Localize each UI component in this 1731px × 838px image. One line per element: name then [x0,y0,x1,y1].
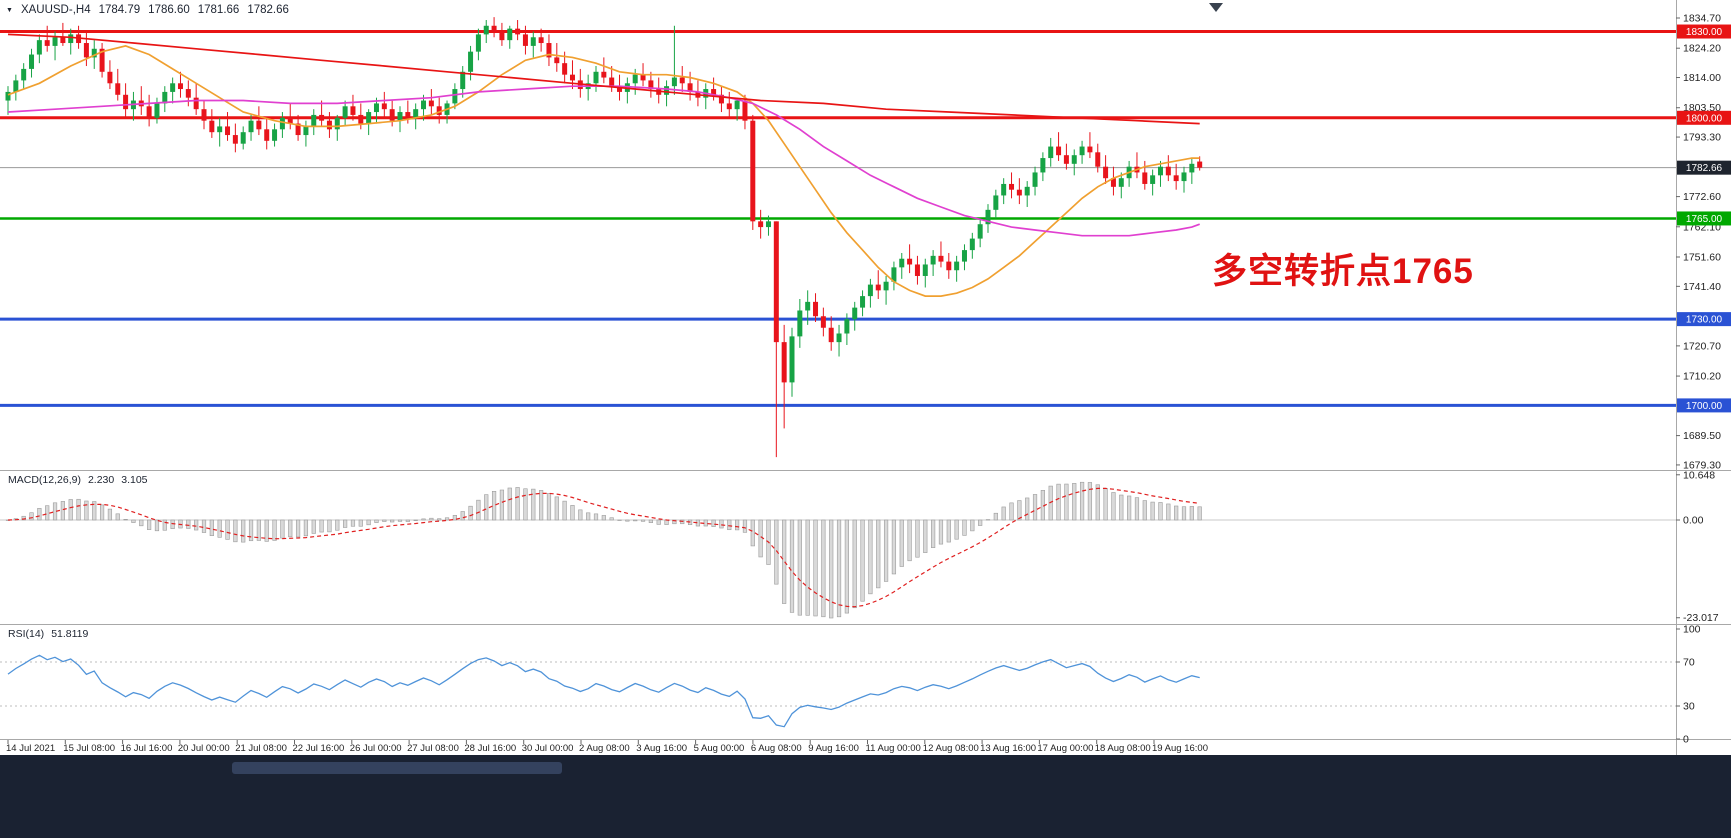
svg-text:20 Jul 00:00: 20 Jul 00:00 [178,743,230,754]
chart-title: ▼ XAUUSD-,H4 1784.79 1786.60 1781.66 178… [6,4,289,16]
rsi-panel [0,654,1676,728]
svg-text:1720.70: 1720.70 [1683,340,1721,352]
svg-text:1751.60: 1751.60 [1683,251,1721,263]
svg-text:16 Jul 16:00: 16 Jul 16:00 [121,743,173,754]
svg-text:1793.30: 1793.30 [1683,132,1721,144]
macd-name: MACD(12,26,9) [8,474,81,486]
svg-text:14 Jul 2021: 14 Jul 2021 [6,743,55,754]
price-axis[interactable]: 1834.701824.201814.001803.501793.301772.… [1676,13,1731,746]
svg-text:-23.017: -23.017 [1683,612,1719,624]
svg-text:21 Jul 08:00: 21 Jul 08:00 [235,743,287,754]
scrollbar-thumb[interactable] [232,762,562,774]
svg-text:17 Aug 00:00: 17 Aug 00:00 [1037,743,1093,754]
svg-text:10.648: 10.648 [1683,469,1715,481]
svg-text:18 Aug 08:00: 18 Aug 08:00 [1095,743,1151,754]
svg-text:1834.70: 1834.70 [1683,13,1721,25]
svg-text:12 Aug 08:00: 12 Aug 08:00 [923,743,979,754]
svg-text:1689.50: 1689.50 [1683,430,1721,442]
svg-text:0: 0 [1683,734,1689,746]
symbol-period-label: XAUUSD-,H4 [20,4,91,16]
time-axis[interactable]: 14 Jul 2021 15 Jul 08:00 16 Jul 16:00 20 Ju… [6,740,1208,754]
svg-text:30: 30 [1683,701,1695,713]
svg-text:1710.20: 1710.20 [1683,371,1721,383]
svg-text:1772.60: 1772.60 [1683,191,1721,203]
svg-text:1824.20: 1824.20 [1683,43,1721,55]
svg-text:1700.00: 1700.00 [1686,401,1723,412]
horizontal-level-lines[interactable] [0,30,1676,407]
svg-text:1730.00: 1730.00 [1686,315,1723,326]
svg-text:3 Aug 16:00: 3 Aug 16:00 [636,743,687,754]
svg-text:70: 70 [1683,657,1695,669]
symbol-icon: ▼ [6,6,13,14]
macd-panel [0,481,1676,619]
svg-text:1830.00: 1830.00 [1686,27,1723,38]
svg-text:5 Aug 00:00: 5 Aug 00:00 [694,743,745,754]
svg-text:15 Jul 08:00: 15 Jul 08:00 [63,743,115,754]
rsi-indicator-label: RSI(14) 51.8119 [8,628,88,640]
moving-average-lines [7,33,1200,297]
svg-text:6 Aug 08:00: 6 Aug 08:00 [751,743,802,754]
svg-text:100: 100 [1683,624,1701,636]
svg-text:1814.00: 1814.00 [1683,72,1721,84]
rsi-name: RSI(14) [8,628,45,640]
ohlc-high: 1786.60 [148,4,190,16]
svg-text:30 Jul 00:00: 30 Jul 00:00 [522,743,574,754]
svg-text:28 Jul 16:00: 28 Jul 16:00 [464,743,516,754]
svg-text:13 Aug 16:00: 13 Aug 16:00 [980,743,1036,754]
rsi-value: 51.8119 [51,628,89,640]
svg-text:1765.00: 1765.00 [1686,214,1723,225]
bottom-scrollbar[interactable] [0,755,1731,838]
svg-text:1679.30: 1679.30 [1683,459,1721,471]
svg-text:27 Jul 08:00: 27 Jul 08:00 [407,743,459,754]
svg-text:19 Aug 16:00: 19 Aug 16:00 [1152,743,1208,754]
svg-text:26 Jul 00:00: 26 Jul 00:00 [350,743,402,754]
macd-indicator-label: MACD(12,26,9) 2.230 3.105 [8,474,148,486]
macd-signal-value: 3.105 [121,474,148,486]
svg-text:9 Aug 16:00: 9 Aug 16:00 [808,743,859,754]
ohlc-low: 1781.66 [197,4,240,16]
panel-separators[interactable] [0,0,1731,755]
ohlc-open: 1784.79 [98,4,141,16]
chart-shift-marker[interactable] [1209,3,1223,12]
svg-text:2 Aug 08:00: 2 Aug 08:00 [579,743,630,754]
svg-text:1741.40: 1741.40 [1683,281,1721,293]
macd-main-value: 2.230 [87,474,115,486]
svg-text:0.00: 0.00 [1683,515,1704,527]
svg-text:1800.00: 1800.00 [1686,113,1723,124]
price-chart-canvas[interactable]: 1834.701824.201814.001803.501793.301772.… [0,0,1731,755]
svg-text:1782.66: 1782.66 [1686,163,1723,174]
svg-text:11 Aug 00:00: 11 Aug 00:00 [866,743,921,754]
annotation-text: 多空转折点1765 [1212,252,1474,291]
svg-text:22 Jul 16:00: 22 Jul 16:00 [293,743,345,754]
candles-layer [5,17,1203,458]
ohlc-close: 1782.66 [247,4,289,16]
